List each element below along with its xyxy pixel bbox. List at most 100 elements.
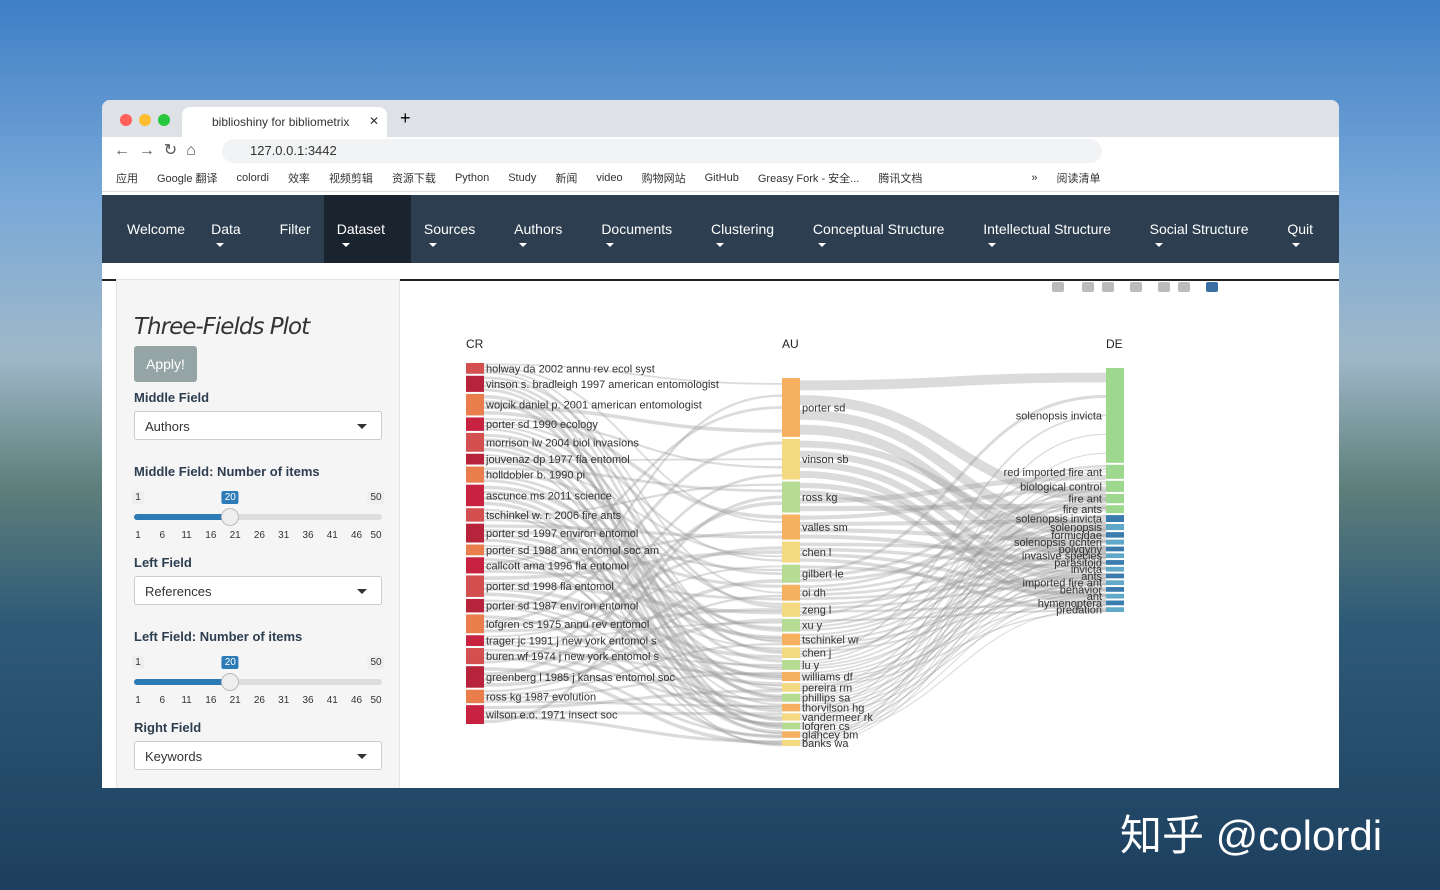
node-label: formicidae — [1051, 530, 1102, 542]
link — [799, 546, 1107, 639]
link — [799, 576, 1107, 600]
node — [466, 666, 484, 688]
spacer — [134, 770, 382, 786]
node-label: parasitoid — [1054, 557, 1102, 569]
bookmark[interactable]: 购物网站 — [641, 173, 686, 185]
bookmark[interactable]: 应用 — [116, 173, 138, 185]
select[interactable]: References — [134, 576, 382, 605]
link — [483, 648, 783, 677]
slider-value: 20 — [221, 491, 239, 504]
node — [466, 598, 484, 613]
bookmark[interactable]: Python — [454, 172, 490, 184]
nav-item[interactable]: Quit — [1274, 195, 1339, 263]
link — [483, 479, 783, 671]
nav-item[interactable]: Clustering — [698, 195, 800, 263]
bookmarks-bar: 应用 Google 翻译 colordi 效率 视频剪辑 资源下载 Python Study 新… — [102, 165, 1339, 192]
node-label: porter sd 1988 ann entomol soc am — [486, 545, 659, 557]
select-value: References — [145, 584, 212, 599]
link — [483, 467, 783, 493]
bookmark[interactable]: colordi — [236, 172, 269, 184]
bookmark[interactable]: 腾讯文档 — [878, 173, 923, 185]
url-field[interactable]: 127.0.0.1:3442 — [222, 139, 1102, 163]
nav-label: Social Structure — [1149, 221, 1249, 237]
node-label: phillips sa — [802, 693, 851, 705]
reading-list[interactable]: 阅读清单 — [1056, 173, 1101, 185]
bookmark[interactable]: 视频剪辑 — [328, 173, 373, 185]
nav-item[interactable]: Filter — [267, 195, 324, 263]
nav-label: Conceptual Structure — [812, 221, 945, 237]
node-label: porter sd 1990 ecology — [486, 419, 598, 431]
watermark: 知乎 @colordi — [1120, 812, 1383, 859]
link — [799, 534, 1107, 564]
link — [483, 641, 783, 666]
apply-button[interactable]: Apply! — [134, 346, 197, 382]
bookmark[interactable]: 资源下载 — [391, 173, 436, 185]
slider[interactable]: 1 50 20 1 6 11 16 21 26 31 36 41 46 50 — [132, 479, 385, 545]
link — [799, 542, 1107, 553]
link — [483, 406, 783, 565]
bookmark[interactable]: Greasy Fork - 安全... — [757, 173, 860, 185]
slider-tick: 6 — [159, 530, 166, 541]
min-dot[interactable] — [139, 114, 151, 126]
node-label: porter sd 1987 environ entomol — [486, 601, 638, 613]
select[interactable]: Keywords — [134, 741, 382, 770]
bookmark[interactable]: Google 翻译 — [157, 173, 218, 185]
link — [483, 438, 783, 663]
link — [483, 618, 783, 687]
node-label: zeng l — [802, 605, 831, 617]
node — [466, 614, 484, 634]
navbar: Welcome Data Filter Dataset Sources Authors Do… — [102, 195, 1339, 263]
close-dot[interactable] — [120, 114, 132, 126]
link — [799, 490, 1107, 607]
link — [799, 452, 1107, 742]
slider-value: 20 — [221, 656, 239, 669]
nav-item[interactable]: Authors — [501, 195, 588, 263]
link — [799, 562, 1107, 677]
nav-item[interactable]: Intellectual Structure — [970, 195, 1136, 263]
node — [466, 689, 484, 704]
nav-item[interactable]: Data — [198, 195, 267, 263]
controls: Middle Field Authors Middle Field: Number … — [132, 390, 385, 788]
link — [799, 556, 1107, 670]
link — [799, 590, 1107, 735]
link — [799, 567, 1107, 642]
slider-tick: 26 — [253, 695, 265, 706]
node-label: holway da 2002 annu rev ecol syst — [486, 363, 655, 375]
link — [799, 519, 1107, 526]
select[interactable]: Authors — [134, 411, 382, 440]
node-label: vandermeer rk — [802, 712, 873, 724]
node-label: solenopsis invicta — [1016, 514, 1103, 526]
toolbar-icon — [1102, 282, 1114, 292]
column-title: AU — [782, 337, 799, 351]
slider-handle[interactable] — [221, 673, 240, 691]
link — [799, 582, 1107, 610]
nav-item[interactable]: Conceptual Structure — [800, 195, 970, 263]
bookmarks-more[interactable]: » — [1031, 172, 1038, 184]
nav-item[interactable]: Documents — [588, 195, 698, 263]
nav-item[interactable]: Welcome — [114, 195, 198, 263]
bookmark[interactable]: GitHub — [704, 172, 739, 184]
link — [483, 475, 783, 630]
spacer — [134, 440, 382, 456]
link — [799, 486, 1107, 520]
link — [483, 428, 783, 652]
link — [483, 366, 783, 523]
node-label: porter sd 1998 fla entomol — [486, 581, 614, 593]
bookmark[interactable]: Study — [508, 172, 537, 184]
link — [799, 394, 1107, 573]
link — [483, 587, 783, 659]
max-dot[interactable] — [158, 114, 170, 126]
node — [1106, 553, 1124, 559]
tab[interactable]: biblioshiny for bibliometrix ✕ — [182, 107, 387, 137]
select-value: Keywords — [145, 749, 203, 764]
bookmark[interactable]: 新闻 — [555, 173, 578, 185]
slider[interactable]: 1 50 20 1 6 11 16 21 26 31 36 41 46 50 — [132, 644, 385, 710]
slider-tick: 11 — [181, 695, 192, 706]
bookmark[interactable]: video — [596, 172, 623, 184]
nav-item[interactable]: Sources — [411, 195, 501, 263]
bookmark[interactable]: 效率 — [287, 173, 310, 185]
nav-item[interactable]: Social Structure — [1137, 195, 1275, 263]
slider-fill — [134, 514, 231, 520]
slider-handle[interactable] — [221, 508, 240, 526]
nav-item[interactable]: Dataset — [323, 195, 411, 263]
